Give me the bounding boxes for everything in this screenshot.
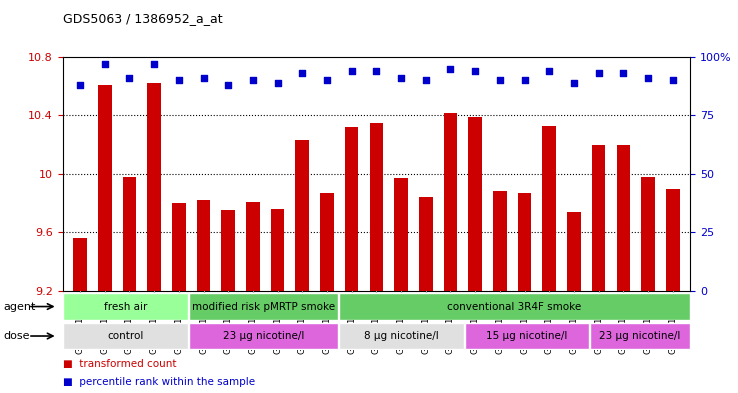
Point (420, 77, 432, 83)
Point (222, 82, 234, 88)
Point (543, 68, 555, 74)
Text: GSM1217222: GSM1217222 (347, 294, 356, 354)
Bar (98, 85, 111, 291)
Bar (123, 177, 137, 291)
Text: agent: agent (4, 301, 36, 312)
Text: ■  transformed count: ■ transformed count (63, 360, 176, 369)
Point (469, 68, 481, 74)
Text: 8 μg nicotine/l: 8 μg nicotine/l (364, 331, 439, 341)
Text: GSM1217227: GSM1217227 (594, 294, 603, 354)
Bar (616, 145, 630, 291)
Text: fresh air: fresh air (104, 301, 147, 312)
Point (297, 70, 308, 77)
Bar (394, 178, 408, 291)
Bar (197, 200, 210, 291)
Bar (63, 323, 187, 349)
Bar (320, 193, 334, 291)
Point (395, 75, 407, 81)
Point (247, 77, 259, 83)
Text: 23 μg nicotine/l: 23 μg nicotine/l (223, 331, 304, 341)
Bar (221, 210, 235, 291)
Bar (370, 123, 383, 291)
Bar (590, 323, 689, 349)
Point (346, 68, 358, 74)
Bar (568, 212, 581, 291)
Text: GSM1217207: GSM1217207 (100, 294, 109, 354)
Bar (419, 197, 432, 291)
Text: GSM1217216: GSM1217216 (446, 294, 455, 354)
Text: GSM1217212: GSM1217212 (224, 294, 232, 354)
Text: GSM1217211: GSM1217211 (199, 294, 208, 354)
Bar (63, 293, 187, 320)
Bar (518, 193, 531, 291)
Text: GSM1217218: GSM1217218 (495, 294, 504, 354)
Bar (666, 189, 680, 291)
Bar (189, 293, 338, 320)
Text: GSM1217229: GSM1217229 (644, 294, 652, 354)
Text: GSM1217214: GSM1217214 (273, 294, 282, 354)
Bar (189, 323, 338, 349)
Bar (295, 140, 309, 291)
Point (123, 75, 135, 81)
Text: ■  percentile rank within the sample: ■ percentile rank within the sample (63, 377, 255, 387)
Point (321, 77, 333, 83)
Point (173, 77, 184, 83)
Point (593, 70, 604, 77)
Point (272, 79, 283, 86)
Text: GSM1217219: GSM1217219 (520, 294, 529, 354)
Text: GSM1217213: GSM1217213 (249, 294, 258, 354)
Bar (641, 177, 655, 291)
Text: GSM1217228: GSM1217228 (619, 294, 628, 354)
Bar (444, 112, 458, 291)
Text: GSM1217226: GSM1217226 (570, 294, 579, 354)
Text: GSM1217215: GSM1217215 (298, 294, 307, 354)
Text: GSM1217217: GSM1217217 (471, 294, 480, 354)
Bar (592, 145, 605, 291)
Text: GSM1217230: GSM1217230 (668, 294, 677, 354)
Point (519, 77, 531, 83)
Bar (246, 202, 260, 291)
Text: GSM1217209: GSM1217209 (150, 294, 159, 354)
Text: control: control (107, 331, 144, 341)
Bar (542, 126, 556, 291)
Bar (345, 127, 359, 291)
Bar (271, 209, 284, 291)
Point (444, 66, 456, 72)
Point (568, 79, 580, 86)
Bar (465, 323, 589, 349)
Text: GSM1217225: GSM1217225 (421, 294, 430, 354)
Point (494, 77, 506, 83)
Point (667, 77, 679, 83)
Bar (172, 203, 185, 291)
Bar (148, 83, 161, 291)
Text: modified risk pMRTP smoke: modified risk pMRTP smoke (192, 301, 335, 312)
Text: GSM1217206: GSM1217206 (75, 294, 85, 354)
Text: 15 μg nicotine/l: 15 μg nicotine/l (486, 331, 568, 341)
Bar (469, 117, 482, 291)
Bar (493, 191, 507, 291)
Point (642, 75, 654, 81)
Text: dose: dose (4, 331, 30, 341)
Text: GSM1217224: GSM1217224 (396, 294, 406, 354)
Point (148, 61, 160, 67)
Text: GDS5063 / 1386952_a_at: GDS5063 / 1386952_a_at (63, 12, 222, 25)
Text: GSM1217208: GSM1217208 (125, 294, 134, 354)
Text: GSM1217220: GSM1217220 (545, 294, 554, 354)
Text: GSM1217210: GSM1217210 (174, 294, 183, 354)
Bar (73, 238, 87, 291)
Point (74, 82, 86, 88)
Text: conventional 3R4F smoke: conventional 3R4F smoke (447, 301, 582, 312)
Point (370, 68, 382, 74)
Text: 23 μg nicotine/l: 23 μg nicotine/l (599, 331, 680, 341)
Text: GSM1217223: GSM1217223 (372, 294, 381, 354)
Bar (339, 293, 689, 320)
Point (198, 75, 210, 81)
Point (618, 70, 630, 77)
Bar (339, 323, 463, 349)
Point (99, 61, 111, 67)
Text: GSM1217221: GSM1217221 (323, 294, 331, 354)
